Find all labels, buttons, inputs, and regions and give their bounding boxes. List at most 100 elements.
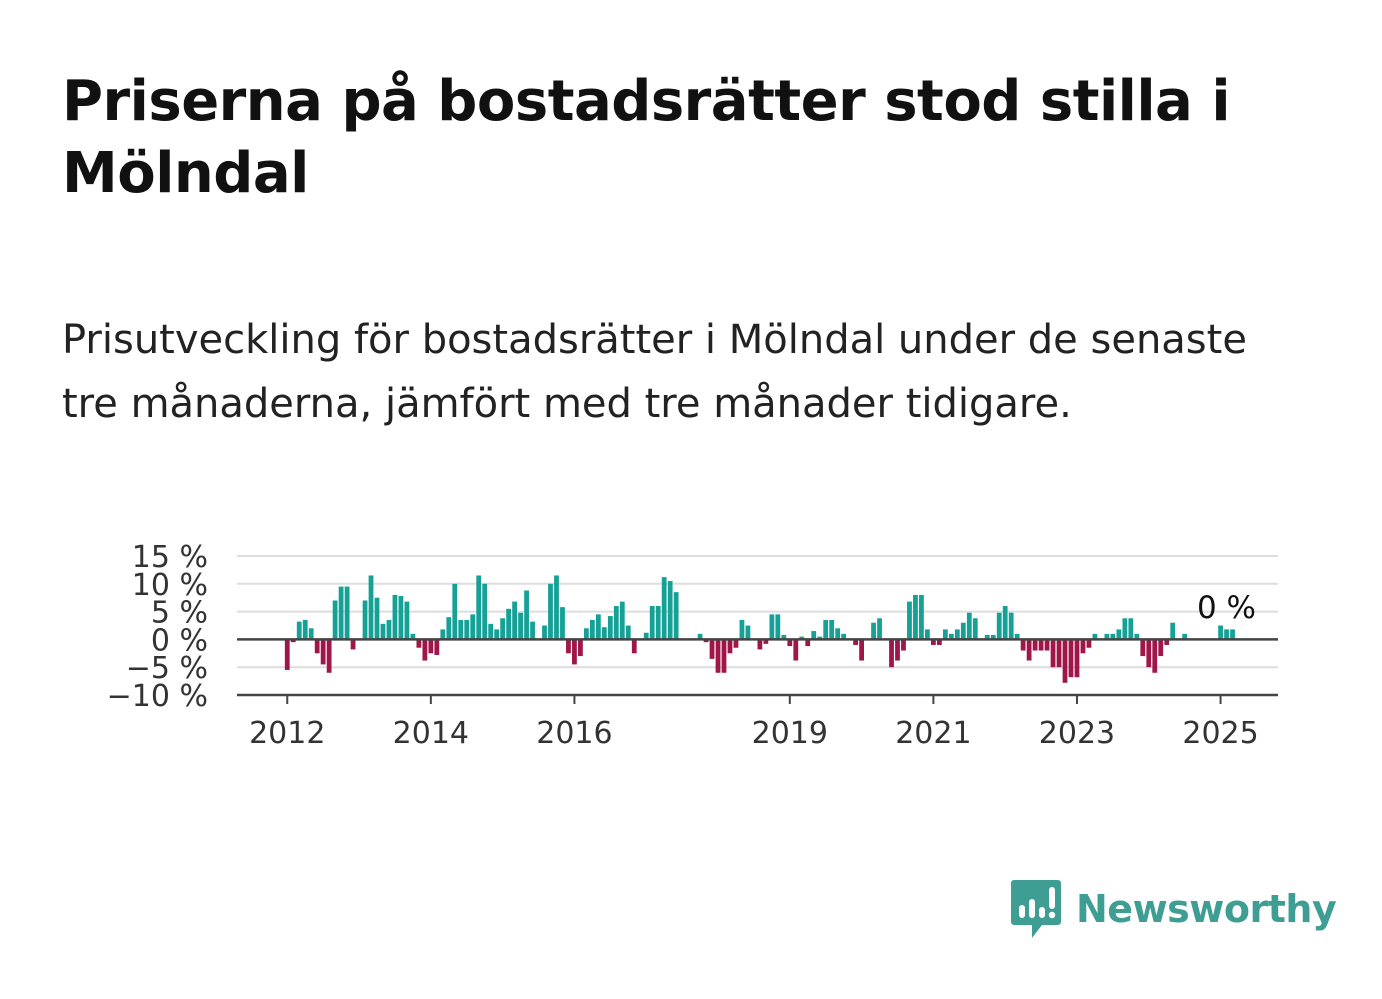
chart-title: Priserna på bostadsrätter stod stilla i … — [62, 69, 1231, 206]
bar — [434, 639, 440, 655]
bar — [841, 633, 847, 640]
bar — [913, 594, 918, 640]
bar — [338, 586, 344, 640]
bar — [344, 586, 350, 640]
bar — [739, 619, 745, 640]
bar — [1218, 625, 1223, 640]
bar — [931, 639, 936, 645]
bar — [1128, 618, 1134, 640]
y-tick-label: −5 % — [126, 651, 208, 686]
bar — [1134, 633, 1140, 640]
bar — [769, 614, 775, 640]
bar — [601, 627, 607, 640]
bar — [835, 628, 841, 640]
bar — [787, 639, 793, 647]
bar — [386, 619, 392, 640]
bar — [984, 634, 990, 640]
bar — [1164, 639, 1170, 645]
latest-value-annotation: 0 % — [1197, 590, 1256, 626]
bar — [715, 639, 721, 673]
newsworthy-logo: Newsworthy — [1010, 878, 1337, 940]
bar — [362, 600, 368, 640]
bar — [446, 617, 452, 640]
bar — [518, 612, 523, 640]
bar — [990, 634, 996, 640]
bar — [410, 633, 416, 640]
bar — [1110, 633, 1116, 640]
bar — [607, 616, 613, 640]
bar — [290, 639, 296, 643]
bar — [823, 619, 829, 640]
bar — [829, 619, 835, 640]
bar — [440, 629, 446, 640]
bar — [1032, 639, 1038, 651]
bar — [643, 632, 649, 640]
bar — [649, 606, 655, 640]
bar — [476, 575, 482, 640]
x-tick-label: 2016 — [536, 716, 612, 751]
bar — [452, 583, 458, 640]
bar — [326, 639, 332, 673]
bar — [859, 639, 864, 661]
bar — [727, 639, 733, 654]
bar — [1080, 639, 1086, 654]
chart-subtitle: Prisutveckling för bostadsrätter i Mölnd… — [62, 317, 1247, 427]
bar — [667, 581, 673, 640]
bar — [1122, 618, 1128, 640]
x-tick-label: 2019 — [752, 716, 828, 751]
bar — [853, 639, 859, 645]
bar — [817, 636, 823, 640]
bar — [763, 639, 769, 644]
bar — [1086, 639, 1092, 648]
bar — [308, 628, 314, 640]
bar — [1170, 622, 1176, 640]
bar — [398, 596, 404, 640]
newsworthy-logo-text: Newsworthy — [1076, 887, 1337, 931]
bar — [554, 575, 559, 640]
bar — [972, 618, 978, 640]
bar — [589, 619, 595, 640]
bar — [368, 575, 374, 640]
bar — [877, 618, 882, 640]
bar — [1104, 633, 1110, 640]
bar — [584, 628, 589, 640]
bar — [314, 639, 320, 654]
bar — [560, 607, 565, 640]
bar — [572, 639, 577, 665]
bar — [374, 597, 380, 640]
bar — [631, 639, 637, 654]
y-tick-label: 15 % — [132, 540, 208, 575]
y-tick-label: −10 % — [107, 679, 208, 714]
y-tick-label: 0 % — [151, 623, 208, 658]
bar — [512, 601, 517, 640]
bar — [284, 639, 290, 670]
bar — [1068, 639, 1074, 678]
bar — [703, 639, 709, 643]
bar — [506, 608, 512, 640]
bar — [745, 625, 751, 640]
bar — [1158, 639, 1164, 657]
price-change-bar-chart: 15 %10 %5 %0 %−5 %−10 % 2012 2014 2016 2019… — [107, 540, 1278, 751]
bar — [350, 639, 356, 650]
y-axis-ticks: 15 %10 %5 %0 %−5 %−10 % — [107, 540, 208, 714]
bar — [775, 614, 781, 640]
bar — [488, 623, 494, 640]
bar — [954, 629, 960, 640]
bar — [332, 600, 338, 640]
newsworthy-logo-icon — [1011, 880, 1061, 938]
bar — [1002, 606, 1008, 640]
bar — [1026, 639, 1032, 661]
bar — [1224, 629, 1229, 640]
bar — [613, 606, 619, 640]
bar — [380, 623, 386, 640]
bar — [871, 622, 876, 640]
bar — [1014, 633, 1020, 640]
bar — [996, 612, 1002, 640]
bar — [542, 625, 547, 640]
bar — [655, 606, 661, 640]
bar — [524, 590, 529, 640]
bar — [470, 614, 476, 640]
bar — [805, 639, 811, 647]
bar — [1008, 612, 1014, 640]
bar — [1230, 629, 1235, 640]
